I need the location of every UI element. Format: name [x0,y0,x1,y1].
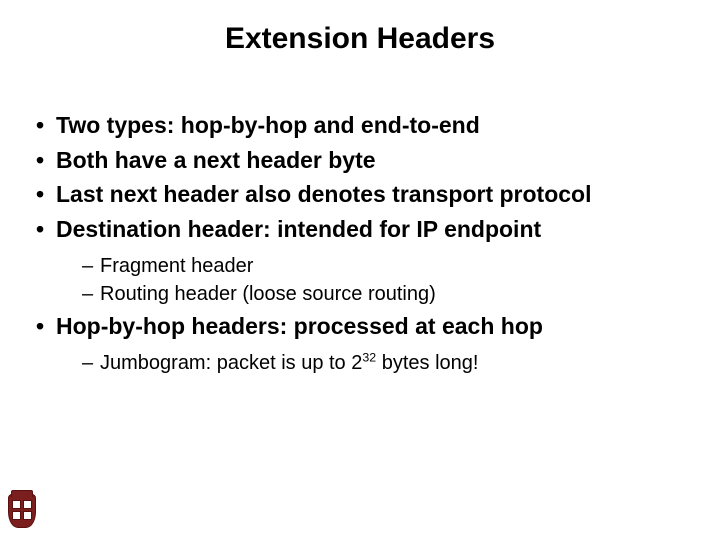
sub-item: Routing header (loose source routing) [56,280,690,308]
bullet-text: Last next header also denotes transport … [56,181,592,207]
shield-shape [8,494,36,528]
bullet-item: Two types: hop-by-hop and end-to-end [30,110,690,142]
bullet-text: Destination header: intended for IP endp… [56,216,541,242]
superscript: 32 [362,350,376,364]
university-shield-icon [8,494,36,528]
bullet-item: Last next header also denotes transport … [30,179,690,211]
sub-text: Fragment header [100,255,253,277]
sub-text-post: bytes long! [376,352,478,374]
bullet-item: Both have a next header byte [30,145,690,177]
sub-list: Fragment header Routing header (loose so… [56,252,690,308]
bullet-item: Hop-by-hop headers: processed at each ho… [30,311,690,377]
bullet-text: Both have a next header byte [56,147,376,173]
slide-title: Extension Headers [30,22,690,56]
bullet-text: Hop-by-hop headers: processed at each ho… [56,313,543,339]
slide: { "title": { "text": "Extension Headers"… [0,0,720,540]
sub-text: Routing header (loose source routing) [100,283,436,305]
sub-item: Fragment header [56,252,690,280]
bullet-list: Two types: hop-by-hop and end-to-end Bot… [30,110,690,377]
bullet-text: Two types: hop-by-hop and end-to-end [56,112,480,138]
bullet-item: Destination header: intended for IP endp… [30,214,690,308]
sub-list: Jumbogram: packet is up to 232 bytes lon… [56,349,690,377]
sub-item: Jumbogram: packet is up to 232 bytes lon… [56,349,690,377]
sub-text-pre: Jumbogram: packet is up to 2 [100,352,362,374]
